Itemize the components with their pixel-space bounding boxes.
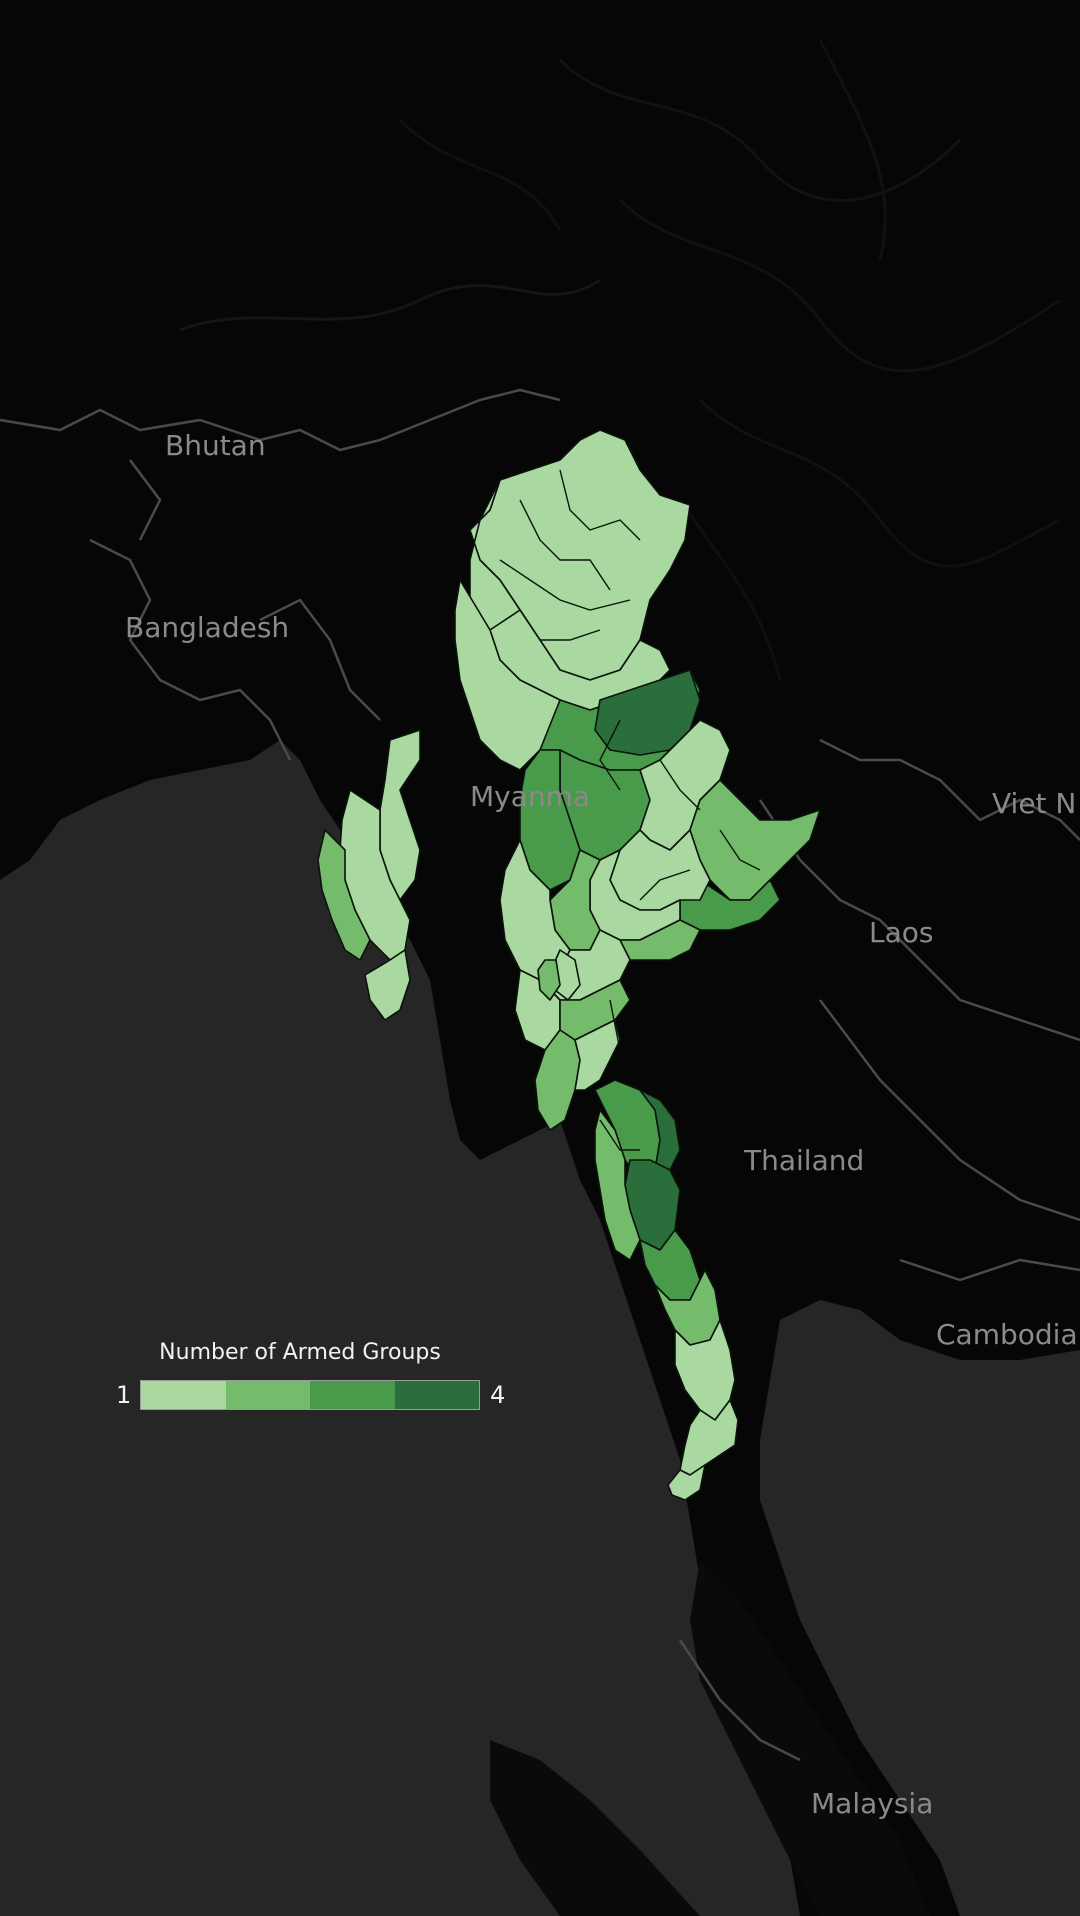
district-rakhine-south[interactable]	[317, 829, 371, 961]
label-myanmar: Myanma	[470, 780, 590, 813]
label-malaysia: Malaysia	[811, 1787, 933, 1820]
label-laos: Laos	[869, 916, 933, 949]
color-legend: Number of Armed Groups 1 4	[110, 1340, 510, 1420]
myanmar-districts[interactable]	[317, 429, 821, 1501]
bay-of-bengal	[0, 740, 800, 1916]
district-shan-east[interactable]	[689, 779, 821, 901]
gulf-of-thailand	[760, 1300, 1080, 1916]
district-sagaing-north[interactable]	[454, 579, 561, 771]
label-viet-nam: Viet N	[992, 787, 1076, 820]
legend-swatch-3	[310, 1381, 395, 1409]
district-yangon[interactable]	[574, 1019, 621, 1091]
district-tanintharyi-extreme[interactable]	[667, 1464, 706, 1501]
legend-swatch-4	[394, 1381, 479, 1409]
label-bangladesh: Bangladesh	[125, 611, 289, 644]
legend-swatch-2	[225, 1381, 310, 1409]
district-coastal-island[interactable]	[537, 959, 561, 1001]
legend-min-label: 1	[116, 1381, 132, 1409]
district-sagaing-south[interactable]	[519, 749, 581, 891]
legend-max-label: 4	[490, 1381, 506, 1409]
legend-swatch-1	[141, 1381, 226, 1409]
terrain-texture	[179, 39, 1061, 681]
district-mon[interactable]	[594, 1109, 641, 1261]
sumatra	[490, 1740, 700, 1916]
district-ayeyarwady[interactable]	[534, 1029, 581, 1131]
label-thailand: Thailand	[743, 1144, 864, 1177]
country-borders	[0, 388, 1080, 1762]
label-cambodia: Cambodia	[936, 1318, 1078, 1351]
legend-color-ramp	[140, 1380, 480, 1410]
district-tanintharyi-south[interactable]	[674, 1319, 736, 1421]
district-tanintharyi-tip[interactable]	[679, 1399, 739, 1476]
legend-title: Number of Armed Groups	[159, 1340, 441, 1365]
malay-peninsula	[690, 1560, 930, 1916]
district-rakhine-coast[interactable]	[364, 949, 411, 1021]
label-bhutan: Bhutan	[165, 429, 266, 462]
district-kayah[interactable]	[619, 919, 701, 961]
